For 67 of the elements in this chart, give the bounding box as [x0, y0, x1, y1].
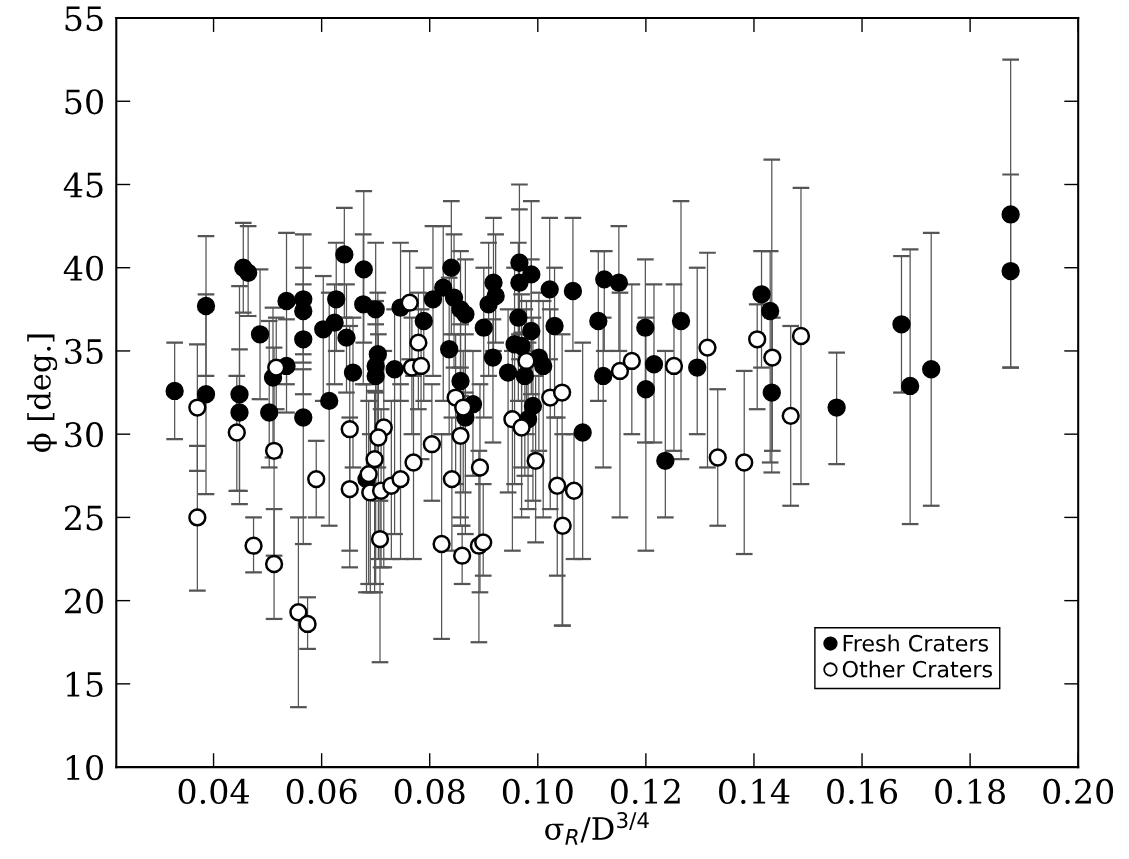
- point: [553, 516, 572, 535]
- point: [365, 449, 384, 469]
- y-tick-label: 25: [65, 505, 103, 531]
- x-tick-label: 0.08: [394, 778, 465, 804]
- point: [404, 453, 423, 472]
- point: [748, 330, 767, 349]
- x-tick-label: 0.18: [935, 778, 1005, 804]
- legend-label: Fresh Craters: [843, 634, 989, 652]
- point: [526, 451, 545, 470]
- point: [452, 546, 472, 565]
- point: [470, 458, 490, 477]
- point: [264, 441, 284, 460]
- point: [622, 351, 641, 371]
- point: [442, 469, 462, 489]
- point: [735, 453, 754, 472]
- point: [512, 418, 531, 437]
- point: [763, 348, 782, 367]
- y-tick-label: 40: [63, 255, 103, 281]
- y-tick-label: 55: [65, 6, 103, 32]
- point: [708, 448, 727, 467]
- point: [517, 351, 536, 371]
- point: [188, 398, 207, 417]
- y-tick-label: 15: [66, 671, 103, 697]
- y-tick-label: 20: [65, 588, 103, 614]
- x-tick-label: 0.20: [1043, 778, 1114, 804]
- point: [411, 356, 431, 376]
- point: [432, 534, 451, 554]
- point: [370, 529, 390, 549]
- point: [289, 603, 308, 622]
- x-tick-label: 0.16: [827, 778, 898, 804]
- point: [400, 293, 419, 312]
- point: [552, 383, 572, 402]
- point: [698, 338, 717, 357]
- point: [264, 554, 284, 574]
- y-tick-label: 35: [65, 338, 103, 365]
- x-tick-label: 0.14: [719, 778, 790, 804]
- legend-label: Other Craters: [842, 660, 992, 678]
- x-tick-label: 0.06: [286, 778, 357, 804]
- point: [474, 533, 493, 552]
- point: [340, 420, 359, 439]
- point: [369, 428, 388, 447]
- point: [298, 614, 317, 634]
- point: [791, 326, 811, 346]
- point: [781, 406, 800, 426]
- point: [227, 423, 246, 442]
- point: [188, 508, 207, 527]
- point: [564, 481, 584, 500]
- x-tick-label: 0.04: [178, 778, 249, 804]
- y-tick-label: 45: [63, 172, 103, 198]
- point: [664, 356, 684, 376]
- y-tick-label: 10: [66, 755, 103, 781]
- x-tick-label: 0.12: [610, 778, 680, 804]
- point: [359, 464, 378, 484]
- point: [340, 479, 359, 499]
- point: [610, 361, 630, 381]
- y-tick-label: 50: [65, 89, 103, 115]
- x-tick-label: 0.10: [502, 778, 573, 804]
- point: [391, 469, 410, 489]
- point: [451, 426, 470, 446]
- point: [422, 435, 442, 454]
- point: [548, 476, 567, 495]
- x-axis-title: σ$_{R}$/D$^{3/4}$: [545, 812, 649, 845]
- point: [307, 469, 326, 489]
- y-axis-title: ϕ [deg.]: [27, 334, 58, 453]
- y-tick-label: 30: [65, 422, 103, 448]
- point: [244, 536, 263, 555]
- point: [409, 333, 428, 352]
